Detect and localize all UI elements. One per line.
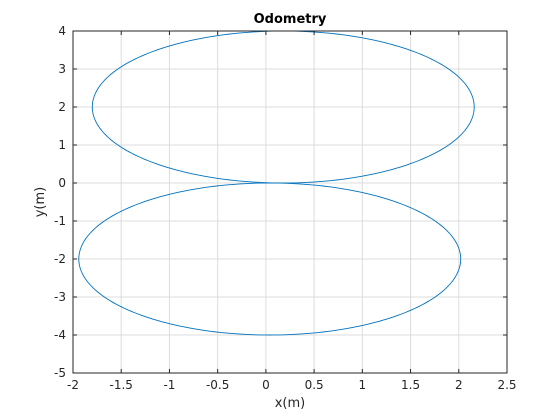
series-group bbox=[78, 30, 475, 336]
y-tick-label: -1 bbox=[54, 214, 66, 228]
axis-ticks: -2 -1.5 -1 -0.5 0 0.5 1 1.5 2 2.5 -5 -4 -3 -2 -1 0 1 2 3 4 bbox=[54, 24, 517, 392]
y-tick-label: -5 bbox=[54, 366, 66, 380]
y-tick-label: 3 bbox=[58, 62, 66, 76]
x-tick-label: 1.5 bbox=[401, 378, 420, 392]
x-tick-label: 0 bbox=[262, 378, 270, 392]
y-tick-label: -4 bbox=[54, 328, 66, 342]
series-line-2 bbox=[78, 182, 462, 336]
chart-title: Odometry bbox=[254, 12, 327, 27]
x-tick-label: 2.5 bbox=[497, 378, 516, 392]
x-axis-label: x(m) bbox=[275, 396, 306, 411]
x-tick-label: -1 bbox=[163, 378, 175, 392]
x-tick-label: 2 bbox=[455, 378, 463, 392]
plot-area bbox=[73, 31, 507, 373]
y-tick-label: 4 bbox=[58, 24, 66, 38]
series-line-1 bbox=[91, 30, 475, 184]
y-axis-label: y(m) bbox=[33, 187, 48, 218]
x-tick-label: -2 bbox=[67, 378, 79, 392]
y-tick-label: 2 bbox=[58, 100, 66, 114]
x-tick-label: -1.5 bbox=[110, 378, 133, 392]
x-tick-label: 0.5 bbox=[305, 378, 324, 392]
y-tick-label: 0 bbox=[58, 176, 66, 190]
x-tick-label: -0.5 bbox=[206, 378, 229, 392]
y-tick-label: 1 bbox=[58, 138, 66, 152]
y-tick-label: -3 bbox=[54, 290, 66, 304]
x-tick-label: 1 bbox=[359, 378, 367, 392]
y-tick-label: -2 bbox=[54, 252, 66, 266]
plot-frame bbox=[72, 30, 508, 374]
